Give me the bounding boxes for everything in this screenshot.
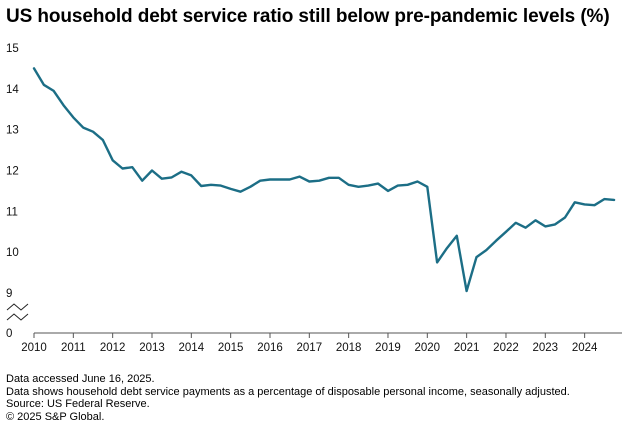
footer-note-description: Data shows household debt service paymen… xyxy=(6,385,570,398)
y-tick-label: 12 xyxy=(6,166,19,178)
footer-copyright: © 2025 S&P Global. xyxy=(6,410,105,423)
x-tick-label: 2017 xyxy=(297,342,323,354)
footer-notes: Data accessed June 16, 2025. Data shows … xyxy=(6,373,570,423)
x-tick-label: 2020 xyxy=(415,342,441,354)
x-tick-label: 2013 xyxy=(139,342,165,354)
x-tick-label: 2022 xyxy=(493,342,519,354)
x-tick-label: 2012 xyxy=(100,342,126,354)
x-tick-label: 2024 xyxy=(572,342,598,354)
y-tick-label: 11 xyxy=(6,206,18,218)
footer-note-source: Source: US Federal Reserve. xyxy=(6,398,150,411)
chart-title: US household debt service ratio still be… xyxy=(6,6,610,27)
x-tick-label: 2016 xyxy=(257,342,283,354)
x-tick-label: 2014 xyxy=(179,342,205,354)
x-tick-label: 2019 xyxy=(375,342,401,354)
axis-break-icon xyxy=(6,303,29,321)
x-tick-label: 2018 xyxy=(336,342,362,354)
footer-note-accessed: Data accessed June 16, 2025. xyxy=(6,373,155,385)
series-line xyxy=(32,67,616,293)
x-axis-ticks: 2010 2011 2012 2013 2014 2015 2016 2017 2018 2019… xyxy=(21,333,598,354)
x-tick-label: 2023 xyxy=(533,342,559,354)
y-tick-label: 0 xyxy=(6,328,12,340)
y-tick-label: 13 xyxy=(6,125,19,137)
x-tick-label: 2010 xyxy=(21,342,47,354)
x-tick-label: 2021 xyxy=(454,342,480,354)
x-tick-label: 2011 xyxy=(61,342,86,354)
x-tick-label: 2015 xyxy=(218,342,244,354)
y-axis-ticks: 0 9 10 11 12 13 14 15 xyxy=(6,43,19,340)
y-tick-label: 15 xyxy=(6,43,19,55)
y-tick-label: 9 xyxy=(6,288,12,300)
y-tick-label: 10 xyxy=(6,247,19,259)
y-tick-label: 14 xyxy=(6,84,19,96)
